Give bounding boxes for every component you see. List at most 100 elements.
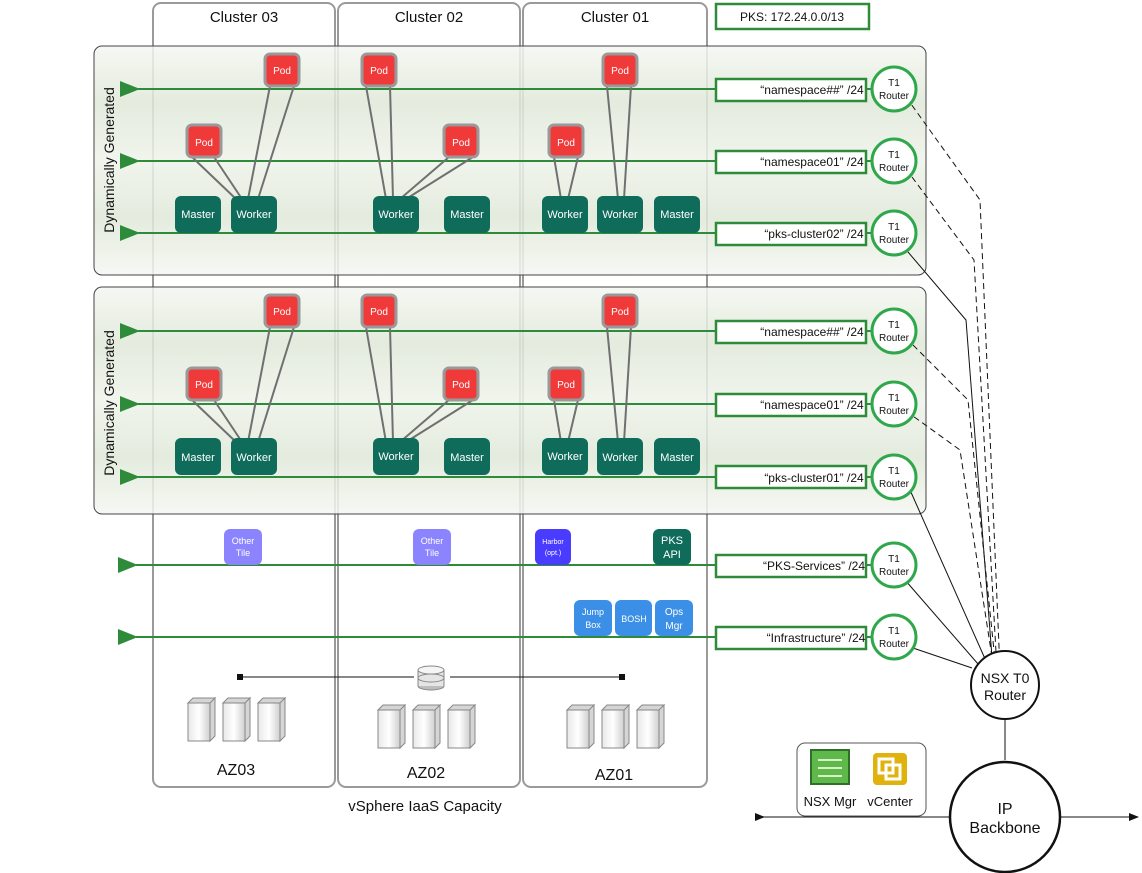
bosh-tile: BOSH xyxy=(615,600,652,636)
pod-links-upper xyxy=(191,85,632,200)
pod: Pod xyxy=(547,366,585,402)
svg-text:Master: Master xyxy=(660,452,694,464)
svg-text:T1: T1 xyxy=(888,150,900,161)
nodes: Master Worker Worker Master Worker Worke… xyxy=(175,196,700,475)
t1-router: T1 Router xyxy=(870,137,918,185)
svg-text:Master: Master xyxy=(450,209,484,221)
svg-text:“pks-cluster02” /24: “pks-cluster02” /24 xyxy=(764,227,864,241)
network-label-pks-cluster01: “pks-cluster01” /24 xyxy=(714,464,868,490)
master-node: Master xyxy=(175,196,221,233)
svg-text:(opt.): (opt.) xyxy=(545,550,561,557)
svg-text:Pod: Pod xyxy=(273,66,291,77)
svg-text:Worker: Worker xyxy=(602,209,638,221)
backbone-label-line1: IP xyxy=(997,801,1012,818)
svg-text:Router: Router xyxy=(879,479,910,490)
cluster-01-title: Cluster 01 xyxy=(581,9,649,26)
svg-text:PKS: PKS xyxy=(661,535,683,547)
pod: Pod xyxy=(263,52,301,88)
svg-text:Router: Router xyxy=(879,567,910,578)
svg-text:Jump: Jump xyxy=(582,607,604,617)
svg-text:Worker: Worker xyxy=(378,209,414,221)
master-node: Master xyxy=(444,438,490,475)
network-label-namespace-hash-upper: “namespace##” /24 xyxy=(714,77,868,103)
nsx-mgr-label: NSX Mgr xyxy=(804,794,857,809)
svg-text:Pod: Pod xyxy=(557,138,575,149)
svg-text:T1: T1 xyxy=(888,320,900,331)
svg-text:Master: Master xyxy=(660,209,694,221)
pods: Pod Pod Pod Pod Pod Pod Pod Pod Pod Pod … xyxy=(185,52,639,402)
az02-label: AZ02 xyxy=(407,765,445,782)
svg-text:Pod: Pod xyxy=(195,138,213,149)
t1-router: T1 Router xyxy=(870,541,918,589)
t1-router: T1 Router xyxy=(870,65,918,113)
t0-router-label-line1: NSX T0 xyxy=(981,670,1030,686)
svg-text:Pod: Pod xyxy=(557,380,575,391)
pod: Pod xyxy=(601,52,639,88)
svg-text:Mgr: Mgr xyxy=(665,621,683,632)
network-label-pks-cluster02: “pks-cluster02” /24 xyxy=(714,221,868,247)
network-label-infrastructure: “Infrastructure” /24 xyxy=(714,625,868,651)
management-box: NSX Mgr vCenter xyxy=(796,742,927,817)
worker-node: Worker xyxy=(231,438,277,475)
pod: Pod xyxy=(263,293,301,329)
worker-node: Worker xyxy=(542,196,588,233)
svg-text:T1: T1 xyxy=(888,393,900,404)
nsx-t0-router: NSX T0 Router xyxy=(970,650,1040,720)
worker-node: Worker xyxy=(373,438,419,475)
svg-text:Box: Box xyxy=(585,620,601,630)
az01-label: AZ01 xyxy=(595,767,633,784)
backbone-label-line2: Backbone xyxy=(969,820,1040,837)
cluster-02-title: Cluster 02 xyxy=(395,9,463,26)
pod: Pod xyxy=(360,293,398,329)
svg-text:Pod: Pod xyxy=(452,138,470,149)
t1-router: T1 Router xyxy=(870,453,918,501)
svg-text:“namespace01” /24: “namespace01” /24 xyxy=(760,398,864,412)
svg-text:Pod: Pod xyxy=(273,307,291,318)
server-icon-az01 xyxy=(565,703,666,750)
pod: Pod xyxy=(185,366,223,402)
svg-text:Ops: Ops xyxy=(665,607,683,618)
pks-api-tile: PKS API xyxy=(653,529,691,565)
network-labels: “namespace##” /24 “namespace01” /24 “pks… xyxy=(714,77,868,651)
pod: Pod xyxy=(360,52,398,88)
t1-router: T1 Router xyxy=(870,380,918,428)
svg-text:Pod: Pod xyxy=(611,66,629,77)
svg-text:T1: T1 xyxy=(888,466,900,477)
svg-text:Tile: Tile xyxy=(425,548,439,558)
pod-links-lower xyxy=(191,326,632,443)
service-tiles: Other Tile Other Tile Harbor (opt.) PKS … xyxy=(224,529,693,636)
svg-text:Other: Other xyxy=(232,536,255,546)
cluster-03-title: Cluster 03 xyxy=(210,9,278,26)
svg-text:Master: Master xyxy=(450,452,484,464)
iaas-capacity-label: vSphere IaaS Capacity xyxy=(348,798,502,815)
storage-link xyxy=(237,674,625,680)
pks-cidr-box: PKS: 172.24.0.0/13 xyxy=(714,2,871,31)
svg-text:T1: T1 xyxy=(888,222,900,233)
svg-text:Worker: Worker xyxy=(236,452,272,464)
worker-node: Worker xyxy=(542,438,588,475)
network-label-namespace01-upper: “namespace01” /24 xyxy=(714,149,868,175)
svg-text:Worker: Worker xyxy=(236,209,272,221)
svg-text:Master: Master xyxy=(181,209,215,221)
svg-text:Router: Router xyxy=(879,639,910,650)
svg-text:“pks-cluster01” /24: “pks-cluster01” /24 xyxy=(764,471,864,485)
network-label-namespace-hash-lower: “namespace##” /24 xyxy=(714,319,868,345)
master-node: Master xyxy=(654,438,700,475)
svg-text:T1: T1 xyxy=(888,626,900,637)
ip-backbone: IP Backbone xyxy=(755,760,1139,873)
svg-text:Worker: Worker xyxy=(378,451,414,463)
svg-text:Router: Router xyxy=(879,406,910,417)
svg-text:“namespace##” /24: “namespace##” /24 xyxy=(760,83,864,97)
t0-router-label-line2: Router xyxy=(984,687,1026,703)
svg-text:API: API xyxy=(663,549,681,561)
svg-text:Harbor: Harbor xyxy=(542,539,564,546)
svg-text:Pod: Pod xyxy=(370,307,388,318)
vcenter-icon xyxy=(873,753,907,785)
router-uplinks xyxy=(904,96,1006,760)
pod: Pod xyxy=(442,123,480,159)
svg-text:Worker: Worker xyxy=(547,209,583,221)
worker-node: Worker xyxy=(597,438,643,475)
svg-text:“PKS-Services” /24: “PKS-Services” /24 xyxy=(763,559,865,573)
pod: Pod xyxy=(601,293,639,329)
